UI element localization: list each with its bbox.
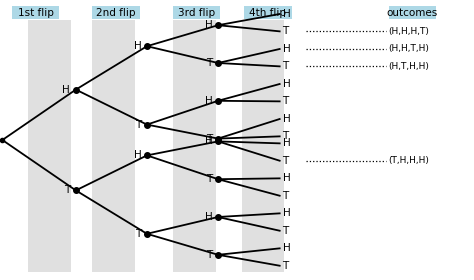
Text: H: H bbox=[283, 138, 290, 148]
Text: T: T bbox=[283, 261, 289, 271]
Text: H: H bbox=[134, 41, 141, 51]
Text: H: H bbox=[283, 114, 290, 124]
Text: H: H bbox=[205, 20, 212, 30]
Text: (H,T,H,H): (H,T,H,H) bbox=[389, 62, 429, 71]
Text: H: H bbox=[283, 44, 290, 54]
Text: H: H bbox=[283, 9, 290, 19]
Text: 4th flip: 4th flip bbox=[249, 8, 286, 18]
FancyBboxPatch shape bbox=[92, 6, 140, 19]
FancyBboxPatch shape bbox=[12, 6, 59, 19]
Text: 2nd flip: 2nd flip bbox=[96, 8, 136, 18]
Text: H: H bbox=[134, 150, 141, 160]
Text: T: T bbox=[283, 226, 289, 236]
Text: T: T bbox=[283, 61, 289, 71]
Text: T: T bbox=[206, 250, 212, 260]
Text: 3rd flip: 3rd flip bbox=[178, 8, 215, 18]
FancyBboxPatch shape bbox=[389, 6, 436, 19]
Text: H: H bbox=[63, 85, 70, 95]
Text: T: T bbox=[283, 156, 289, 166]
Text: T: T bbox=[64, 185, 70, 195]
Text: T: T bbox=[206, 58, 212, 68]
Text: H: H bbox=[283, 243, 290, 253]
Text: H: H bbox=[205, 212, 212, 222]
Text: T: T bbox=[283, 96, 289, 106]
Text: H: H bbox=[205, 96, 212, 106]
Bar bbox=[173, 20, 216, 272]
Text: outcomes: outcomes bbox=[387, 8, 438, 18]
Bar bbox=[28, 20, 71, 272]
FancyBboxPatch shape bbox=[244, 6, 292, 19]
FancyBboxPatch shape bbox=[173, 6, 220, 19]
Text: T: T bbox=[135, 120, 141, 130]
Text: (H,H,H,T): (H,H,H,T) bbox=[389, 27, 429, 36]
Text: H: H bbox=[205, 136, 212, 146]
Text: T: T bbox=[206, 174, 212, 184]
Text: H: H bbox=[283, 208, 290, 218]
Bar bbox=[242, 20, 284, 272]
Bar bbox=[92, 20, 135, 272]
Text: H: H bbox=[283, 79, 290, 89]
Text: T: T bbox=[206, 134, 212, 144]
Text: T: T bbox=[283, 191, 289, 201]
Text: (H,H,T,H): (H,H,T,H) bbox=[389, 45, 429, 53]
Text: (T,H,H,H): (T,H,H,H) bbox=[389, 156, 429, 165]
Text: 1st flip: 1st flip bbox=[18, 8, 54, 18]
Text: T: T bbox=[283, 131, 289, 141]
Text: H: H bbox=[283, 173, 290, 183]
Text: T: T bbox=[283, 26, 289, 36]
Text: T: T bbox=[135, 229, 141, 239]
